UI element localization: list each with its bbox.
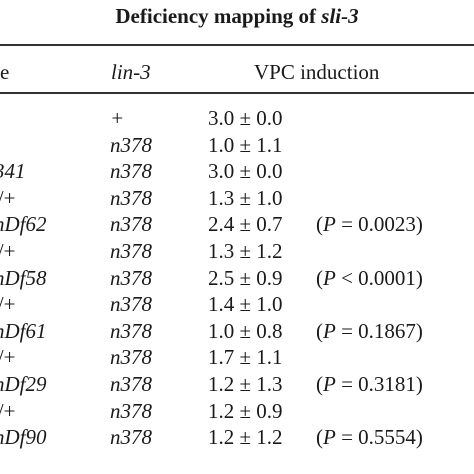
- cell-vpc-induction: 1.2 ± 1.3: [208, 372, 283, 396]
- cell-lin3: n378: [110, 212, 152, 237]
- cell-lin3: n378: [110, 292, 152, 317]
- cell-p-value: (P = 0.5554): [316, 425, 423, 450]
- cell-lin3: n378: [110, 265, 152, 290]
- cell-genotype: nDf62: [0, 212, 47, 237]
- cell-lin3: n378: [110, 372, 152, 396]
- cell-p-value: (P = 0.3181): [316, 372, 423, 396]
- cell-lin3: n378: [110, 185, 152, 210]
- table-title-gene: sli-3: [321, 4, 359, 28]
- cell-genotype: '/+: [0, 239, 16, 263]
- cell-vpc-induction: 3.0 ± 0.0: [208, 159, 283, 184]
- cell-lin3: n378: [110, 345, 152, 370]
- header-rule: [0, 92, 474, 94]
- cell-p-value: (P = 0.0023): [316, 212, 423, 237]
- cell-genotype: '/+: [0, 398, 16, 423]
- cell-genotype: 341: [0, 159, 26, 184]
- cell-vpc-induction: 1.7 ± 1.1: [208, 345, 283, 370]
- cell-lin3: n378: [110, 398, 152, 423]
- cell-lin3: n378: [110, 239, 152, 263]
- cell-genotype: nDf29: [0, 372, 47, 396]
- cell-vpc-induction: 1.2 ± 1.2: [208, 425, 283, 450]
- header-vpc-induction: VPC induction: [254, 60, 380, 84]
- cell-vpc-induction: 1.2 ± 0.9: [208, 398, 283, 423]
- cell-vpc-induction: 3.0 ± 0.0: [208, 106, 283, 130]
- header-genotype: e: [0, 60, 10, 84]
- cell-genotype: '/+: [0, 345, 16, 370]
- cell-vpc-induction: 1.3 ± 1.2: [208, 239, 283, 263]
- header-lin3: lin-3: [111, 60, 151, 84]
- cell-genotype: nDf90: [0, 425, 47, 450]
- cell-lin3: n378: [110, 318, 152, 343]
- cell-vpc-induction: 1.4 ± 1.0: [208, 292, 283, 317]
- cell-lin3: n378: [110, 132, 152, 157]
- cell-genotype: nDf61: [0, 318, 47, 343]
- table-title-prefix: Deficiency mapping of: [115, 4, 322, 28]
- cell-lin3: n378: [110, 425, 152, 450]
- cell-vpc-induction: 2.4 ± 0.7: [208, 212, 283, 237]
- table-title: Deficiency mapping of sli-3: [0, 4, 474, 28]
- cell-vpc-induction: 2.5 ± 0.9: [208, 265, 283, 290]
- cell-lin3: n378: [110, 159, 152, 184]
- cell-p-value: (P < 0.0001): [316, 265, 423, 290]
- cell-vpc-induction: 1.3 ± 1.0: [208, 185, 283, 210]
- cell-vpc-induction: 1.0 ± 0.8: [208, 318, 283, 343]
- cell-genotype: nDf58: [0, 265, 47, 290]
- cell-vpc-induction: 1.0 ± 1.1: [208, 132, 283, 157]
- cell-lin3: +: [110, 106, 125, 130]
- cell-genotype: '/+: [0, 185, 16, 210]
- cell-p-value: (P = 0.1867): [316, 318, 423, 343]
- cell-genotype: '/+: [0, 292, 16, 317]
- top-rule: [0, 44, 474, 46]
